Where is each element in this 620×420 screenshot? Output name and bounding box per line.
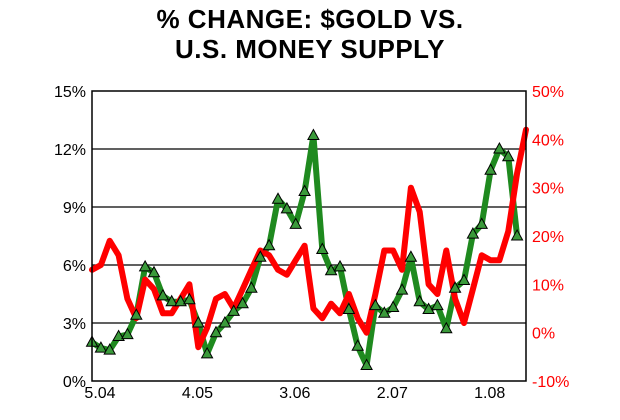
y-right-tick-label: 0% [532,326,555,343]
gold-data-point [191,315,205,328]
gold-data-point [174,294,187,307]
gold-data-point [422,302,435,314]
y-right-tick-label: 10% [532,277,564,294]
gold-data-point [501,149,515,162]
y-left-tick-label: 12% [54,142,86,159]
gold-data-point [493,141,506,154]
x-tick-label: 5.04 [84,385,115,402]
gold-data-point [236,296,249,309]
x-tick-label: 1.08 [474,385,505,402]
y-right-tick-label: 40% [532,132,564,149]
y-left-tick-label: 3% [63,316,86,333]
gold-data-point [209,325,223,338]
gold-data-point [333,259,347,272]
gold-data-point [262,238,276,251]
chart-title-line-1: % CHANGE: $GOLD VS. [156,4,464,34]
gold-data-point [404,250,418,262]
gold-data-point [298,184,311,196]
gold-data-point [360,358,373,370]
y-left-tick-label: 9% [63,200,86,217]
gold-data-point [227,304,241,316]
gold-data-point [342,302,356,314]
gold-data-point [245,281,258,293]
y-left-tick-label: 6% [63,258,86,275]
gold-data-point [413,294,427,307]
gold-data-point [324,263,338,276]
gold-data-point [307,128,320,140]
gold-data-point [103,343,117,355]
y-right-tick-label: 50% [532,84,564,101]
gold-data-point [165,294,179,307]
gold-data-point [439,321,453,334]
gold-data-point [351,339,365,351]
y-right-tick-label: 30% [532,181,564,198]
gold-data-point [121,327,134,340]
gold-data-point [457,273,471,285]
gold-data-point [431,298,444,311]
gold-data-point [466,227,480,239]
gold-data-point [183,292,196,305]
x-tick-label: 4.05 [182,385,213,402]
gold-data-point [369,298,382,311]
chart-title-line-2: U.S. MONEY SUPPLY [174,34,446,64]
gold-data-point [200,346,214,359]
y-right-tick-label: 20% [532,229,564,246]
x-tick-label: 3.06 [279,385,310,402]
gold-data-point [147,265,161,278]
x-tick-label: 2.07 [377,385,408,402]
gold-data-point [484,163,497,175]
gold-data-point [386,300,400,312]
plot-frame [91,90,527,382]
gold-data-point [280,201,294,214]
gold-data-point [475,217,489,229]
gold-data-point [395,283,409,295]
gold-data-point [138,259,152,272]
y-left-tick-label: 15% [54,84,86,101]
gold-data-point [377,306,391,318]
gold-data-point [510,228,524,241]
y-left-tick-label: 0% [63,374,86,391]
gold-data-point [253,250,267,262]
gold-data-point [218,315,232,328]
gold-data-point [156,288,170,301]
gold-data-point [448,281,462,293]
gold-data-point [129,308,143,320]
gold-data-point [112,329,125,341]
gold-data-point [94,341,108,353]
gold-data-point [315,242,329,254]
gold-data-point [271,192,285,204]
y-right-tick-label: -10% [532,374,569,391]
gold-data-point [289,217,303,229]
